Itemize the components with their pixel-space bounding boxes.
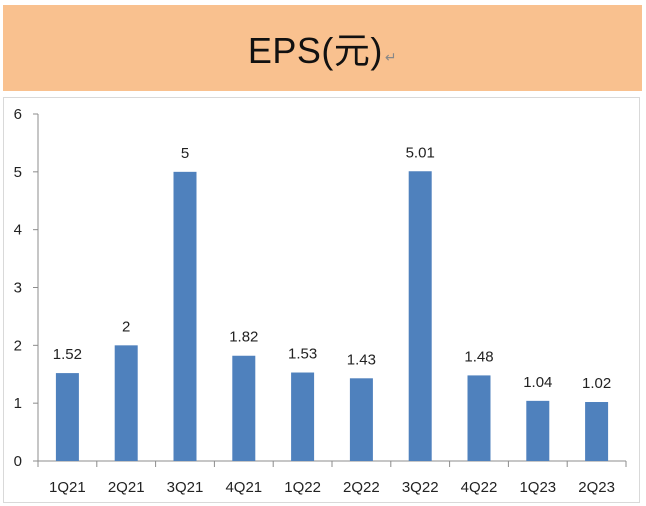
bar bbox=[173, 171, 197, 462]
data-label: 5 bbox=[181, 145, 189, 162]
data-label: 1.82 bbox=[229, 329, 258, 346]
plot-area-border bbox=[3, 97, 640, 503]
y-tick-label: 3 bbox=[14, 280, 22, 297]
title-band: EPS(元) ↵ bbox=[3, 5, 642, 91]
x-tick-label: 4Q21 bbox=[225, 479, 262, 496]
y-tick-label: 0 bbox=[14, 453, 22, 470]
y-tick-label: 1 bbox=[14, 395, 22, 412]
y-tick-label: 4 bbox=[14, 222, 22, 239]
data-label: 1.48 bbox=[464, 348, 493, 365]
bar bbox=[232, 355, 256, 461]
y-tick-label: 5 bbox=[14, 164, 22, 181]
x-tick-label: 1Q21 bbox=[49, 479, 86, 496]
bar bbox=[291, 372, 315, 461]
data-label: 1.02 bbox=[582, 375, 611, 392]
bar bbox=[408, 171, 432, 461]
bar bbox=[467, 375, 491, 461]
x-tick-label: 1Q22 bbox=[284, 479, 321, 496]
chart-title-text: EPS(元) bbox=[247, 30, 383, 71]
x-tick-label: 2Q22 bbox=[343, 479, 380, 496]
data-label: 1.04 bbox=[523, 374, 552, 391]
data-label: 5.01 bbox=[406, 144, 435, 161]
bar bbox=[114, 345, 138, 461]
chart-title: EPS(元) ↵ bbox=[3, 5, 642, 91]
y-tick-label: 2 bbox=[14, 337, 22, 354]
x-tick-label: 3Q22 bbox=[402, 479, 439, 496]
y-tick-label: 6 bbox=[14, 106, 22, 123]
bar bbox=[55, 373, 79, 461]
bar bbox=[349, 378, 373, 461]
data-label: 2 bbox=[122, 318, 130, 335]
x-tick-label: 3Q21 bbox=[167, 479, 204, 496]
bar bbox=[585, 402, 609, 461]
data-label: 1.52 bbox=[53, 346, 82, 363]
x-tick-label: 2Q21 bbox=[108, 479, 145, 496]
data-label: 1.53 bbox=[288, 346, 317, 363]
paragraph-mark: ↵ bbox=[384, 48, 398, 65]
x-tick-label: 4Q22 bbox=[461, 479, 498, 496]
x-tick-label: 1Q23 bbox=[519, 479, 556, 496]
x-tick-label: 2Q23 bbox=[578, 479, 615, 496]
bar bbox=[526, 400, 550, 461]
data-label: 1.43 bbox=[347, 351, 376, 368]
